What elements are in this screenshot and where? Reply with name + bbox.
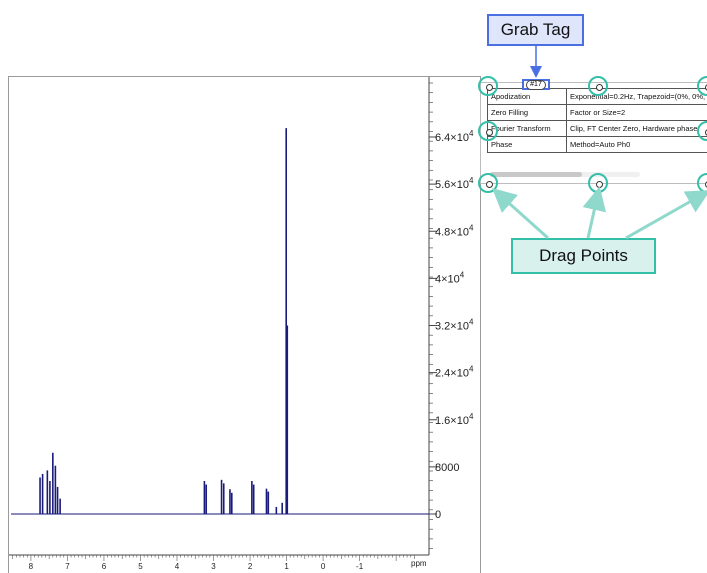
param-value: Factor or Size=2 — [567, 105, 707, 121]
drag-point-middle-left[interactable] — [478, 121, 498, 141]
param-value: Clip, FT Center Zero, Hardware phase — [567, 121, 707, 137]
drag-arrow-right — [626, 196, 700, 238]
tag-number-badge: #17 — [526, 80, 546, 90]
spectrum-plot[interactable]: 6.4×104 5.6×104 4.8×104 4×104 3.2×104 2.4×104… — [9, 77, 480, 573]
y-tick-label: 5.6×104 — [435, 176, 474, 191]
drag-point-top-left[interactable] — [478, 76, 498, 96]
y-tick-label: 6.4×104 — [435, 129, 474, 144]
grab-tag-callout-label: Grab Tag — [501, 20, 571, 40]
param-value: Exponential=0.2Hz, Trapezoid=(0%, 0%, 95… — [567, 89, 707, 105]
drag-arrow-left — [501, 196, 548, 238]
x-tick-label: 2 — [248, 562, 253, 571]
drag-points-callout-label: Drag Points — [539, 246, 628, 266]
drag-point-bottom-right[interactable] — [697, 173, 707, 193]
param-key: Apodization — [488, 89, 567, 105]
x-tick-label: 6 — [102, 562, 107, 571]
param-key: Phase — [488, 137, 567, 153]
y-tick-label: 2.4×104 — [435, 365, 474, 380]
table-scrollbar-thumb[interactable] — [490, 172, 582, 177]
x-tick-label: 1 — [284, 562, 289, 571]
drag-points-callout: Drag Points — [511, 238, 656, 274]
table-row: Phase Method=Auto Ph0 — [488, 137, 707, 153]
table-row: Fourier Transform Clip, FT Center Zero, … — [488, 121, 707, 137]
param-key: Fourier Transform — [488, 121, 567, 137]
x-tick-label: 5 — [138, 562, 143, 571]
grab-tag-callout: Grab Tag — [487, 14, 584, 46]
x-unit-label: ppm — [411, 559, 427, 568]
drag-arrow-center — [588, 198, 597, 238]
param-key: Zero Filling — [488, 105, 567, 121]
drag-point-bottom-left[interactable] — [478, 173, 498, 193]
x-tick-label: 0 — [321, 562, 326, 571]
table-row: Zero Filling Factor or Size=2 — [488, 105, 707, 121]
y-tick-label: 4×104 — [435, 270, 465, 285]
drag-point-top-center[interactable] — [588, 76, 608, 96]
processing-parameters-table: Apodization Exponential=0.2Hz, Trapezoid… — [487, 88, 707, 153]
x-tick-label: 7 — [65, 562, 70, 571]
y-tick-label: 3.2×104 — [435, 318, 474, 333]
spectrum-panel[interactable]: 6.4×104 5.6×104 4.8×104 4×104 3.2×104 2.4×104… — [8, 76, 481, 573]
y-tick-label: 8000 — [435, 462, 459, 474]
y-tick-label: 1.6×104 — [435, 412, 474, 427]
x-tick-label: 4 — [175, 562, 180, 571]
x-tick-label: 3 — [211, 562, 216, 571]
grab-tag-handle[interactable]: #17 — [522, 79, 550, 90]
y-tick-label: 4.8×104 — [435, 223, 474, 238]
drag-point-bottom-center[interactable] — [588, 173, 608, 193]
y-tick-label: 0 — [435, 509, 441, 521]
x-tick-label: -1 — [356, 562, 364, 571]
x-tick-label: 8 — [29, 562, 34, 571]
param-value: Method=Auto Ph0 — [567, 137, 707, 153]
